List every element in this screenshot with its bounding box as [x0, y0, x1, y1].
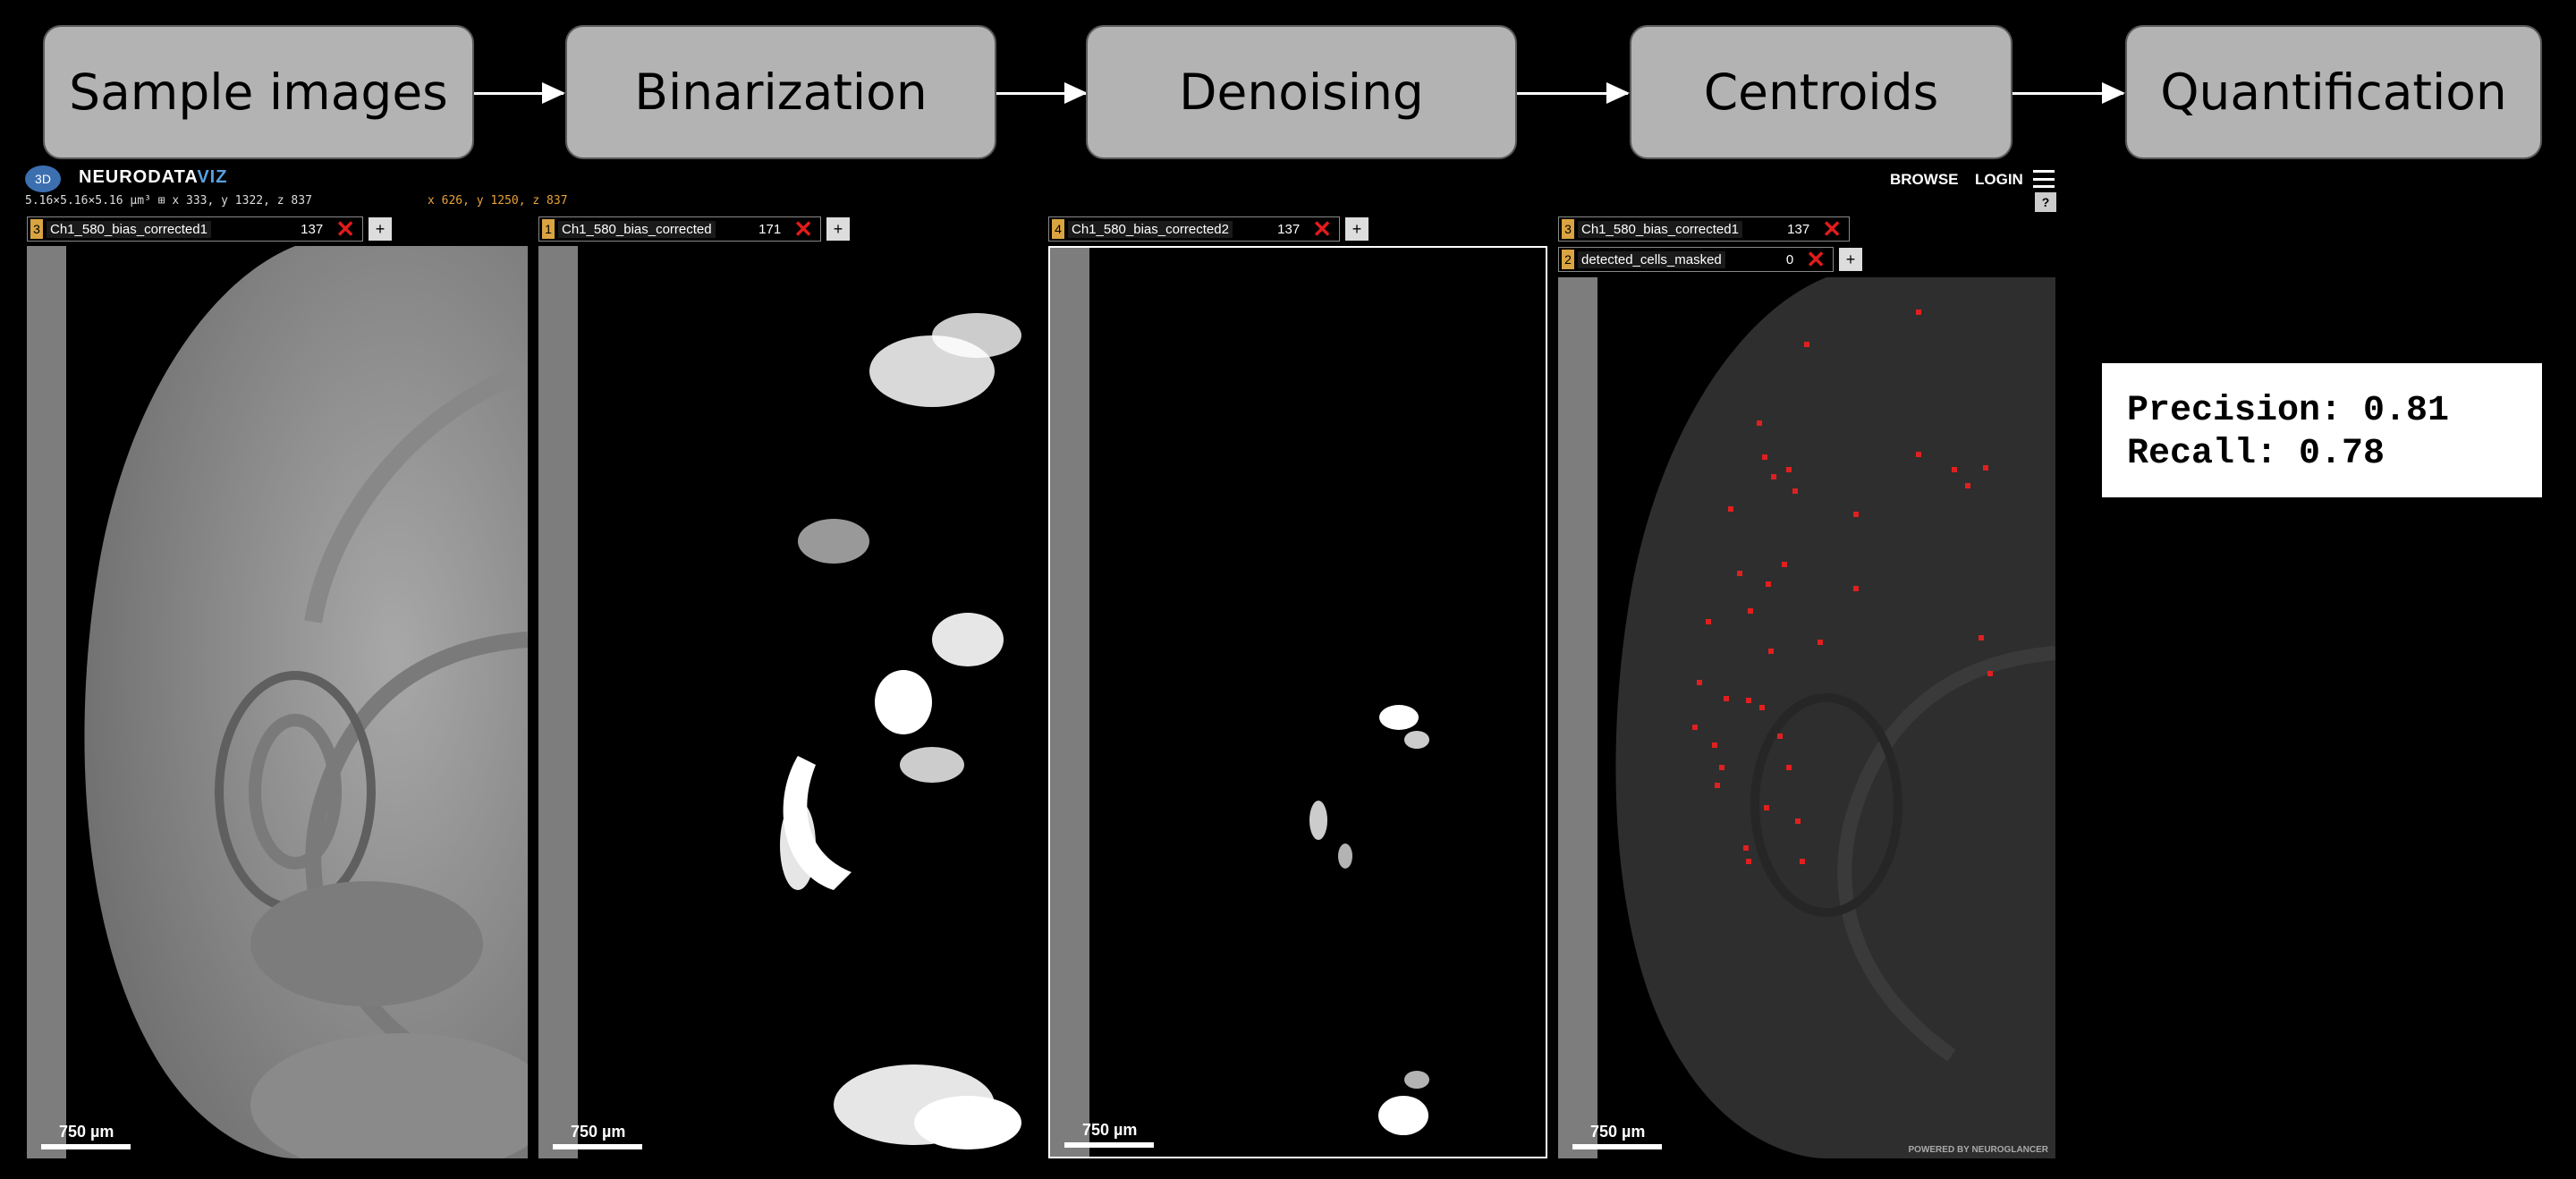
help-button[interactable]: ? — [2035, 192, 2056, 212]
arrow-icon — [996, 82, 1088, 104]
brain-slice-image — [84, 246, 528, 1158]
centroid-overlay-image — [1615, 277, 2055, 1158]
panel-sample-images: 3 Ch1_580_bias_corrected1 137 ✕ + 750 µm — [27, 215, 528, 1159]
brain-logo-icon: 3D — [25, 165, 61, 192]
layer-tab[interactable]: 1 Ch1_580_bias_corrected 171 ✕ — [538, 216, 821, 242]
browse-link[interactable]: BROWSE — [1890, 171, 1959, 188]
layer-tab[interactable]: 3 Ch1_580_bias_corrected1 137 ✕ — [1558, 216, 1850, 242]
add-layer-button[interactable]: + — [369, 217, 392, 241]
image-view[interactable]: 750 µm — [1048, 246, 1547, 1158]
stage-quantification: Quantification — [2125, 25, 2542, 159]
close-icon[interactable]: ✕ — [1806, 246, 1826, 273]
voxel-coordinates: 5.16×5.16×5.16 µm³ ⊞ x 333, y 1322, z 83… — [25, 194, 312, 208]
add-layer-button[interactable]: + — [1345, 217, 1368, 241]
layer-tab[interactable]: 2 detected_cells_masked 0 ✕ — [1558, 247, 1834, 272]
binarized-image — [780, 313, 1021, 1149]
panel-binarization: 1 Ch1_580_bias_corrected 171 ✕ + 750 µm — [538, 215, 1036, 1159]
scrollbar[interactable] — [538, 246, 578, 1158]
scale-bar: 750 µm — [41, 1123, 131, 1149]
viewer-navbar: 3D NEURODATAVIZ 5.16×5.16×5.16 µm³ ⊞ x 3… — [25, 165, 2064, 212]
panel-centroids: 3 Ch1_580_bias_corrected1 137 ✕ 2 detect… — [1558, 215, 2055, 1159]
recall-value: Recall: 0.78 — [2127, 434, 2385, 474]
add-layer-button[interactable]: + — [1839, 248, 1862, 271]
scrollbar[interactable] — [1558, 277, 1597, 1158]
scrollbar[interactable] — [1050, 248, 1089, 1157]
scrollbar[interactable] — [27, 246, 66, 1158]
close-icon[interactable]: ✕ — [335, 216, 355, 242]
layer-tab[interactable]: 3 Ch1_580_bias_corrected1 137 ✕ — [27, 216, 363, 242]
close-icon[interactable]: ✕ — [793, 216, 813, 242]
scale-bar: 750 µm — [553, 1123, 642, 1149]
login-link[interactable]: LOGIN — [1975, 171, 2023, 188]
mouse-coordinates: x 626, y 1250, z 837 — [428, 194, 568, 208]
metrics-box: Precision: 0.81 Recall: 0.78 — [2102, 363, 2542, 497]
panel-denoising: 4 Ch1_580_bias_corrected2 137 ✕ + 750 µm — [1048, 215, 1547, 1159]
brand-logo[interactable]: NEURODATAVIZ — [79, 167, 228, 187]
close-icon[interactable]: ✕ — [1312, 216, 1332, 242]
image-view[interactable]: 750 µm — [538, 246, 1036, 1158]
stage-sample-images: Sample images — [43, 25, 474, 159]
image-view[interactable]: 750 µm POWERED BY NEUROGLANCER — [1558, 277, 2055, 1158]
stage-denoising: Denoising — [1086, 25, 1517, 159]
image-view[interactable]: 750 µm — [27, 246, 528, 1158]
scale-bar: 750 µm — [1572, 1123, 1662, 1149]
layer-tab[interactable]: 4 Ch1_580_bias_corrected2 137 ✕ — [1048, 216, 1340, 242]
hamburger-menu-icon[interactable] — [2033, 170, 2055, 188]
precision-value: Precision: 0.81 — [2127, 391, 2450, 431]
arrow-icon — [474, 82, 565, 104]
powered-by-label: POWERED BY NEUROGLANCER — [1908, 1145, 2049, 1155]
arrow-icon — [1517, 82, 1630, 104]
stage-binarization: Binarization — [565, 25, 996, 159]
stage-centroids: Centroids — [1630, 25, 2012, 159]
arrow-icon — [2012, 82, 2125, 104]
add-layer-button[interactable]: + — [826, 217, 850, 241]
close-icon[interactable]: ✕ — [1822, 216, 1842, 242]
scale-bar: 750 µm — [1064, 1121, 1154, 1148]
denoised-image — [1309, 705, 1429, 1135]
